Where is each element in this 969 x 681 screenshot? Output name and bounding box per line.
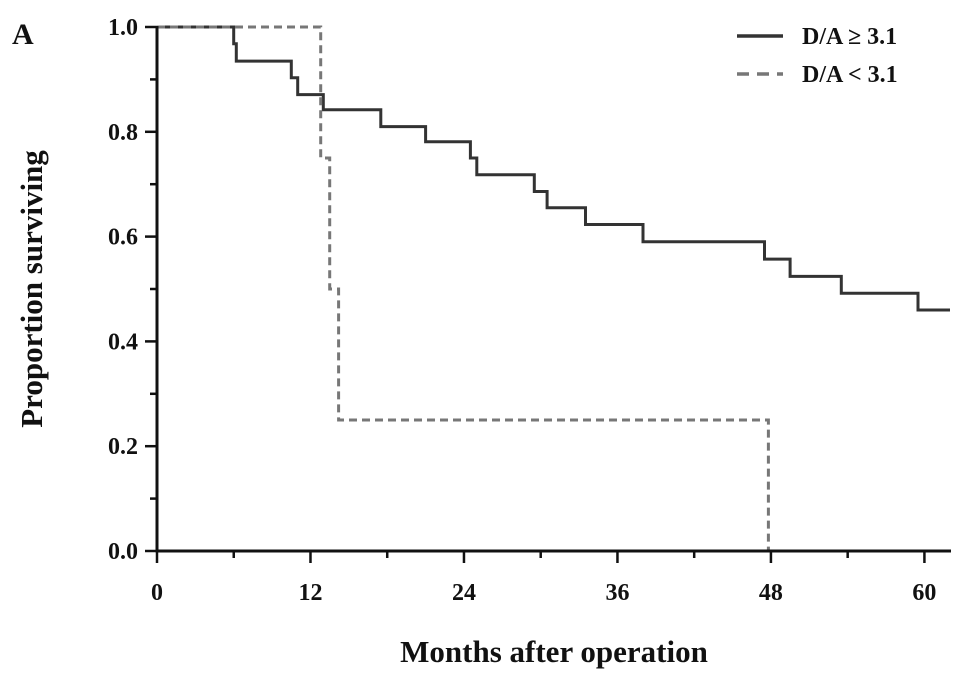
- legend-label-2: D/A < 3.1: [802, 62, 898, 88]
- y-tick-label: 0.6: [108, 225, 138, 251]
- x-tick-label: 36: [605, 580, 629, 606]
- x-tick-label: 0: [151, 580, 163, 606]
- y-tick-label: 0.2: [108, 434, 138, 460]
- x-tick-label: 48: [759, 580, 783, 606]
- series-line-2: [157, 25, 770, 551]
- x-axis-ticks: 0 12 24 36 48 60: [151, 551, 936, 606]
- y-tick-label: 0.0: [108, 539, 138, 565]
- legend-label-1: D/A ≥ 3.1: [802, 24, 897, 50]
- legend: D/A ≥ 3.1 D/A < 3.1: [737, 24, 898, 88]
- series-layer: [157, 25, 950, 551]
- y-axis-title: Proportion surviving: [14, 150, 49, 428]
- y-axis-ticks: 0.0 0.2 0.4 0.6 0.8 1.0: [108, 15, 157, 565]
- series-line-1: [157, 25, 950, 312]
- y-tick-label: 0.4: [108, 329, 138, 355]
- y-tick-label: 0.8: [108, 120, 138, 146]
- x-tick-label: 12: [298, 580, 322, 606]
- y-tick-label: 1.0: [108, 15, 138, 41]
- x-tick-label: 24: [452, 580, 476, 606]
- x-tick-label: 60: [912, 580, 936, 606]
- panel-label: A: [12, 18, 34, 51]
- x-axis-title: Months after operation: [400, 634, 708, 669]
